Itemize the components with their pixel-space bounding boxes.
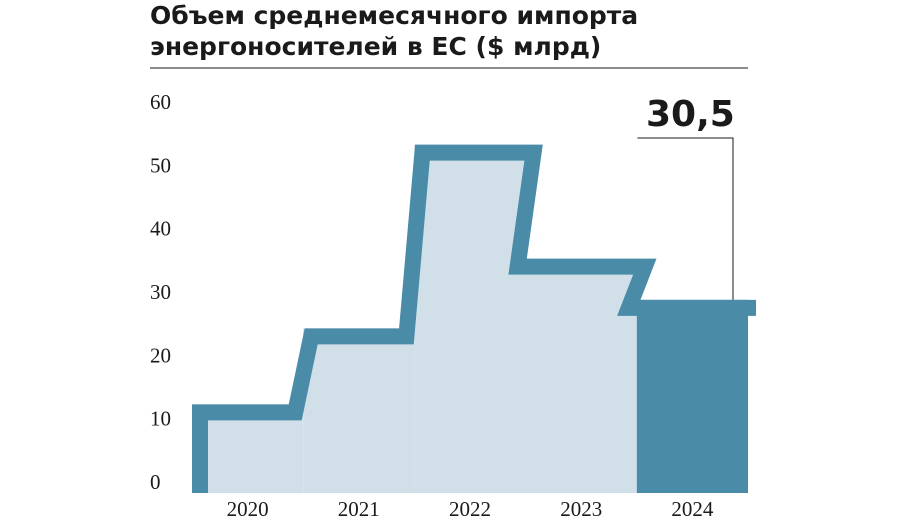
- y-tick-label: 60: [150, 90, 171, 114]
- y-tick-label: 50: [150, 153, 171, 177]
- y-tick-label: 0: [150, 470, 161, 494]
- y-tick-label: 30: [150, 280, 171, 304]
- value-label: 30,5: [646, 94, 735, 135]
- bar: [525, 258, 637, 493]
- x-tick-label: 2020: [227, 497, 269, 521]
- y-tick-label: 20: [150, 343, 171, 367]
- chart-title: Объем среднемесячного импорта: [150, 1, 638, 30]
- y-tick-label: 10: [150, 407, 171, 431]
- bar: [303, 328, 415, 493]
- chart-title: энергоносителей в ЕС ($ млрд): [150, 32, 601, 61]
- x-tick-label: 2023: [560, 497, 602, 521]
- x-tick-label: 2024: [671, 497, 714, 521]
- bar: [414, 144, 526, 493]
- step-outline: [192, 144, 756, 493]
- y-tick-label: 40: [150, 217, 171, 241]
- x-tick-label: 2022: [449, 497, 491, 521]
- leader-line: [637, 137, 734, 300]
- x-tick-label: 2021: [338, 497, 380, 521]
- bar: [636, 299, 748, 493]
